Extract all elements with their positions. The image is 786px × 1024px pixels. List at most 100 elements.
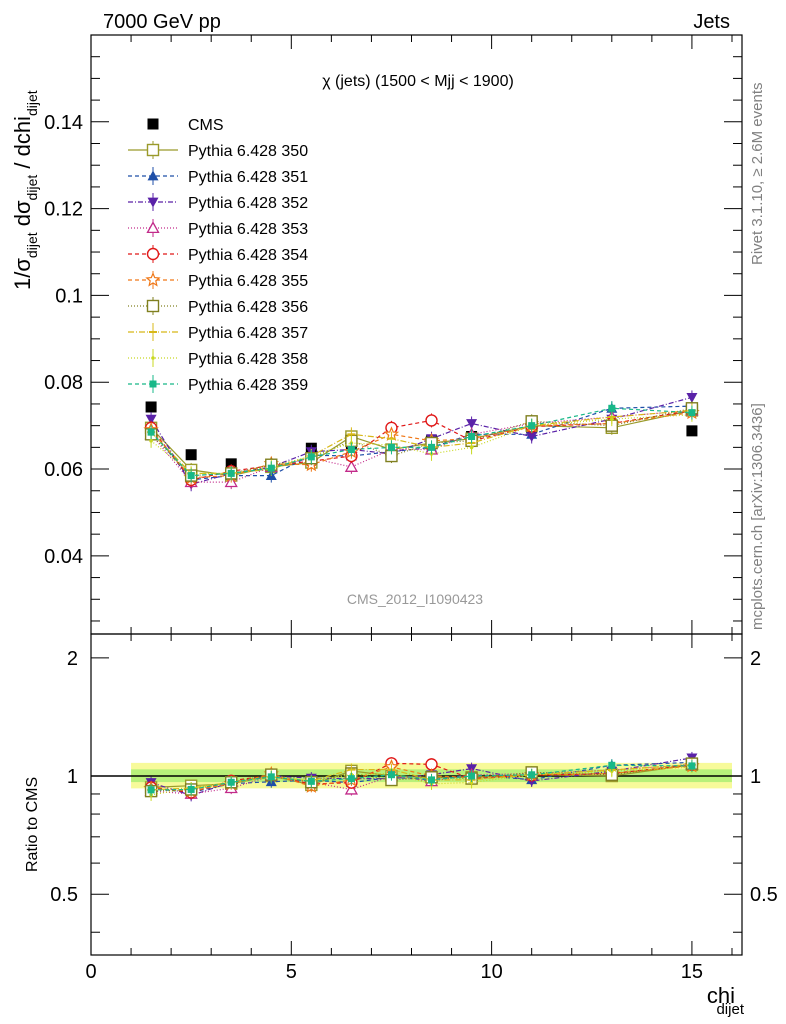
ratio-series-10 (147, 759, 696, 796)
legend-label: Pythia 6.428 356 (188, 299, 308, 316)
data-point (185, 449, 197, 461)
main-y-tick-label: 0.06 (44, 459, 83, 481)
data-point (686, 393, 698, 403)
ratio-y-tick-label-right: 0.5 (750, 884, 778, 906)
legend-entry: CMS (147, 117, 224, 134)
x-tick-label: 5 (286, 961, 297, 983)
rivet-version-label: Rivet 3.1.10, ≥ 2.6M events (749, 83, 766, 266)
series-line (150, 409, 692, 481)
main-panel: 0.04 0.06 0.08 0.1 0.12 0.141/σdijet dσdijet … (10, 34, 743, 635)
ratio-data-point (187, 785, 195, 793)
series-10 (147, 401, 696, 483)
ratio-data-point (347, 775, 355, 783)
legend-entry: Pythia 6.428 359 (128, 375, 308, 394)
ratio-data-point (147, 786, 155, 794)
ratio-series-line (150, 757, 692, 797)
data-point (344, 460, 359, 472)
legend-marker (146, 221, 160, 234)
data-point (187, 472, 195, 480)
data-point (608, 404, 616, 412)
legend-label: Pythia 6.428 357 (188, 325, 308, 342)
data-point (428, 443, 436, 451)
data-point (468, 433, 476, 441)
x-tick-label: 10 (480, 961, 502, 983)
ratio-y-axis-label: Ratio to CMS (24, 777, 41, 872)
data-point (610, 417, 614, 421)
legend-label: Pythia 6.428 350 (188, 143, 308, 160)
ratio-data-point (468, 772, 476, 780)
main-y-tick-label: 0.1 (55, 285, 83, 307)
legend-marker (145, 271, 161, 287)
legend-entry: Pythia 6.428 356 (128, 297, 308, 316)
data-point (466, 419, 478, 429)
legend-label: Pythia 6.428 354 (188, 247, 308, 264)
ratio-data-point (469, 780, 474, 785)
legend-marker (146, 247, 160, 261)
ratio-y-tick-label: 2 (67, 648, 78, 670)
x-tick-label: 0 (85, 961, 96, 983)
data-point (387, 443, 395, 451)
series-line (150, 412, 692, 479)
legend-entry: Pythia 6.428 352 (128, 193, 308, 212)
main-y-axis-label: 1/σdijet dσdijet / dchidijet (10, 90, 40, 290)
main-y-tick-label: 0.12 (44, 199, 83, 221)
ratio-y-tick-label: 1 (67, 766, 78, 788)
x-axis-label-subscript: dijet (716, 1001, 744, 1018)
x-tick-label: 15 (681, 961, 703, 983)
legend-entry: Pythia 6.428 353 (128, 219, 308, 238)
x-axis-label: chi (707, 983, 735, 1008)
main-y-tick-label: 0.08 (44, 372, 83, 394)
data-point (688, 409, 696, 417)
data-point (307, 453, 315, 461)
data-point (425, 414, 438, 427)
legend-entry: Pythia 6.428 350 (128, 141, 308, 160)
ratio-data-point (387, 771, 395, 779)
data-point (526, 432, 538, 443)
legend-entry: Pythia 6.428 358 (128, 349, 308, 368)
data-point (225, 458, 237, 470)
legend: CMS Pythia 6.428 350 Pythia 6.428 351 Pythi… (128, 117, 308, 394)
legend-marker (146, 299, 160, 313)
legend-marker (151, 356, 155, 360)
legend-marker (146, 143, 160, 157)
mcplots-label: mcplots.cern.ch [arXiv:1306.3436] (749, 403, 766, 630)
ratio-data-point (688, 762, 696, 770)
ratio-series-line (151, 764, 692, 791)
main-y-tick-label: 0.14 (44, 112, 83, 134)
ratio-data-point (528, 771, 536, 779)
ratio-y-tick-label: 0.5 (50, 884, 78, 906)
data-point (149, 439, 153, 443)
data-point (145, 401, 157, 413)
data-point (686, 425, 698, 437)
ratio-series-line (151, 764, 692, 791)
series-line (150, 407, 692, 477)
legend-marker (149, 380, 157, 388)
top-left-label: 7000 GeV pp (103, 11, 221, 33)
data-point (227, 469, 235, 477)
data-point (267, 464, 275, 472)
ratio-data-point (267, 773, 275, 781)
legend-entry: Pythia 6.428 357 (128, 323, 308, 342)
ratio-data-point (344, 782, 359, 795)
ratio-data-point (307, 777, 315, 785)
legend-label: Pythia 6.428 358 (188, 351, 308, 368)
legend-label: Pythia 6.428 352 (188, 195, 308, 212)
ratio-y-tick-label-right: 1 (750, 766, 761, 788)
legend-label: CMS (188, 117, 224, 134)
legend-entry: Pythia 6.428 351 (128, 167, 308, 186)
legend-marker (147, 118, 159, 130)
analysis-id-label: CMS_2012_I1090423 (347, 591, 483, 607)
ratio-frame (90, 633, 743, 956)
ratio-data-point (428, 776, 436, 784)
ratio-data-point (608, 761, 616, 769)
data-point (145, 414, 157, 425)
legend-marker (147, 170, 159, 181)
legend-label: Pythia 6.428 355 (188, 273, 308, 290)
legend-entry: Pythia 6.428 354 (128, 245, 308, 264)
legend-label: Pythia 6.428 359 (188, 377, 308, 394)
ratio-data-point (227, 778, 235, 786)
data-point (528, 422, 536, 430)
data-point (469, 445, 474, 450)
